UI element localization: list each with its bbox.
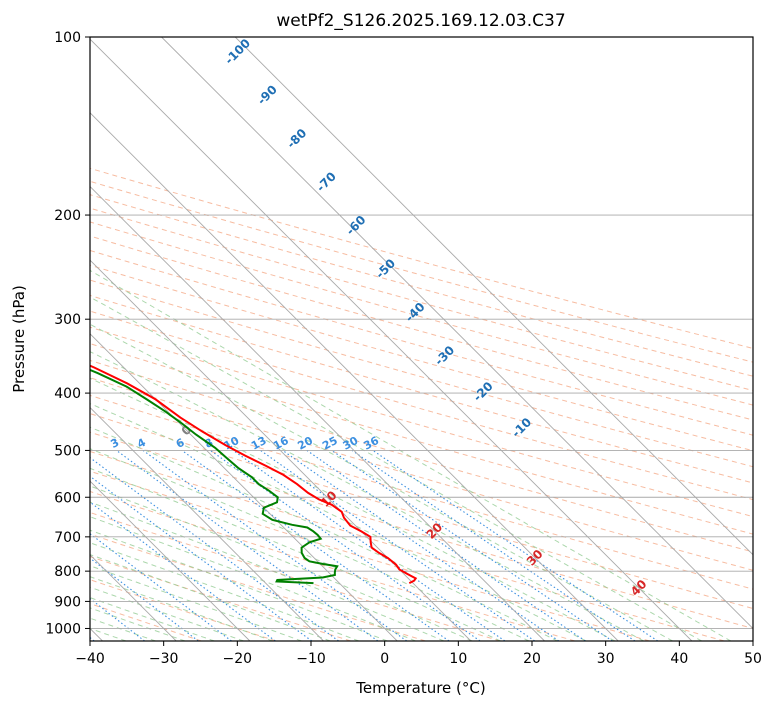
- dry-adiabat: [90, 235, 753, 421]
- dry-adiabat: [90, 221, 753, 406]
- y-tick-label: 400: [54, 386, 81, 402]
- pressure-gridlines: [90, 37, 753, 629]
- dry-adiabat: [90, 470, 650, 641]
- mixing-ratio-line: [260, 449, 535, 641]
- moist-adiabat: [90, 586, 244, 641]
- dry-adiabat: [90, 511, 501, 641]
- plot-frame: [89, 36, 754, 642]
- moist-adiabat: [90, 377, 616, 641]
- moist-adiabat: [90, 448, 530, 641]
- mixing-ratio-line: [90, 557, 199, 641]
- dry-adiabat: [90, 279, 753, 468]
- moist-adiabat: [90, 403, 587, 641]
- dry-adiabat: [90, 180, 753, 363]
- isotherm-40: [90, 38, 693, 641]
- y-tick-label: 300: [54, 312, 81, 328]
- y-tick-label: 500: [54, 443, 81, 459]
- x-axis: −40 −30 −20 −10 0 10 20 30 40 50: [75, 641, 762, 667]
- moist-adiabat: [90, 529, 388, 641]
- mixing-ratio-line: [116, 449, 379, 641]
- mixing-ratio-label: 25: [320, 434, 340, 453]
- mixing-ratio-label: 36: [361, 434, 381, 453]
- x-tick-label: 20: [523, 651, 541, 667]
- dry-adiabat: [90, 413, 753, 610]
- isotherm-gridlines: [90, 37, 753, 641]
- y-tick-label: 100: [54, 30, 81, 46]
- x-tick-label: 0: [380, 651, 389, 667]
- isotherm-60: [234, 37, 753, 556]
- mixing-ratio-label: 16: [271, 434, 291, 453]
- mixing-ratio-line: [210, 449, 481, 641]
- x-tick-label: −30: [149, 651, 179, 667]
- x-tick-label: 40: [670, 651, 688, 667]
- x-axis-label: Temperature (°C): [355, 679, 485, 697]
- x-tick-label: −10: [296, 651, 326, 667]
- y-tick-label: 900: [54, 594, 81, 610]
- isotherm--20: [90, 480, 251, 641]
- y-tick-label: 200: [54, 208, 81, 224]
- mixing-ratio-line: [306, 449, 586, 641]
- mixing-ratio-line: [181, 449, 450, 641]
- y-axis: 100 200 300 400 500 600 700 800 900 1000: [45, 30, 90, 637]
- dry-adiabat: [90, 394, 753, 590]
- dewpoint-line: [90, 368, 339, 585]
- temperature-line: [90, 364, 418, 584]
- y-tick-label: 600: [54, 490, 81, 506]
- isotherm-0: [90, 333, 398, 641]
- dry-adiabat: [90, 490, 575, 641]
- dry-adiabat: [90, 359, 753, 553]
- mixing-ratio-line: [90, 533, 232, 641]
- mixing-ratio-label: 13: [249, 434, 269, 453]
- x-tick-label: 10: [449, 651, 467, 667]
- dry-adiabat: [90, 264, 753, 452]
- chart-title: wetPf2_S126.2025.169.12.03.C37: [276, 11, 565, 31]
- moist-adiabat: [90, 542, 360, 641]
- moist-adiabat: [90, 597, 215, 641]
- moist-adiabat: [90, 296, 702, 641]
- y-tick-label: 1000: [45, 621, 81, 637]
- x-tick-label: 30: [597, 651, 615, 667]
- isotherm-30: [90, 112, 619, 641]
- moist-adiabat: [90, 467, 501, 641]
- mixing-ratio-label: 30: [341, 434, 361, 453]
- x-tick-label: −40: [75, 651, 105, 667]
- dry-adiabat: [90, 194, 753, 377]
- y-axis-label: Pressure (hPa): [10, 285, 28, 393]
- mixing-ratio-label: 10: [222, 434, 242, 453]
- moist-adiabat: [90, 351, 644, 641]
- mixing-ratio-line: [90, 456, 339, 641]
- dry-adiabat: [90, 343, 753, 535]
- moist-adiabat: [90, 269, 732, 641]
- mixing-ratio-line: [351, 449, 636, 641]
- dry-adiabat: [90, 556, 351, 641]
- x-tick-label: −20: [223, 651, 253, 667]
- isotherm-50: [161, 37, 753, 630]
- y-tick-label: 800: [54, 564, 81, 580]
- isotherm--10: [90, 406, 324, 641]
- mixing-ratio-label: 20: [295, 434, 315, 453]
- x-tick-label: 50: [744, 651, 762, 667]
- isotherm-20: [90, 185, 545, 641]
- y-tick-label: 700: [54, 530, 81, 546]
